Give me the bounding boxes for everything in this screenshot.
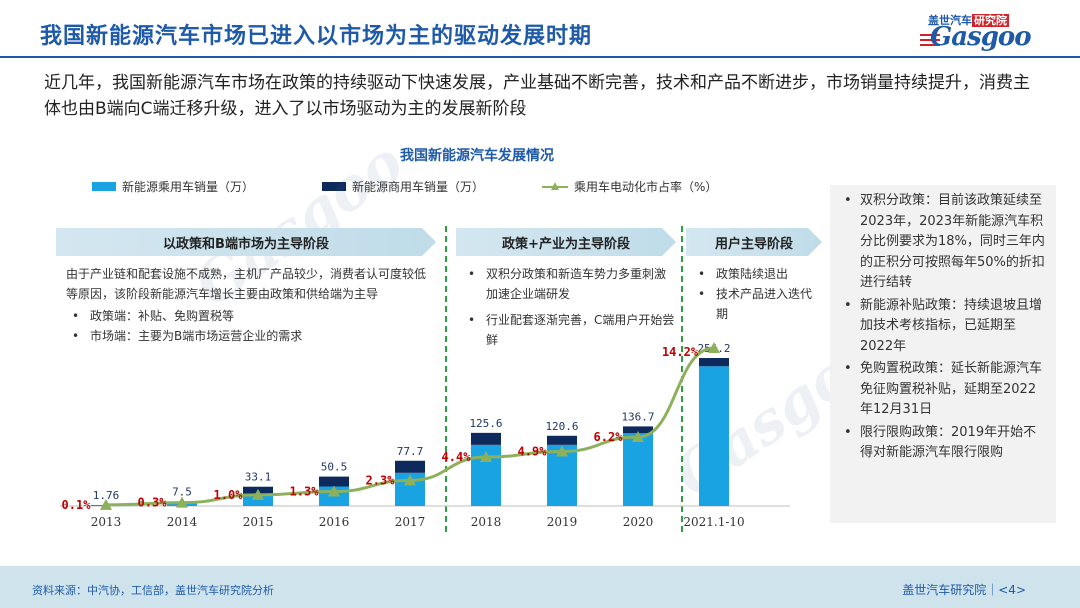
- phase-1-banner: 以政策和B端市场为主导阶段: [56, 228, 436, 256]
- share-point: [708, 342, 720, 353]
- share-point: [100, 498, 112, 510]
- footer-bar: 资料来源：中汽协，工信部，盖世汽车研究院分析 盖世汽车研究院｜<4>: [0, 566, 1080, 608]
- legend-passenger: 新能源乘用车销量（万）: [92, 178, 254, 195]
- legend-passenger-label: 新能源乘用车销量（万）: [122, 180, 255, 194]
- policy-note: 新能源补贴政策：持续退坡且增加技术考核指标，已延期至2022年: [838, 296, 1046, 358]
- x-tick-label: 2014: [167, 515, 198, 529]
- share-label: 6.2%: [594, 430, 624, 444]
- phase-2-bullet: 双积分政策和新造车势力多重刺激加速企业端研发: [462, 264, 676, 304]
- bar-commercial: [167, 501, 197, 503]
- phase-3-banner: 用户主导阶段: [686, 228, 822, 256]
- share-label: 1.3%: [290, 485, 320, 499]
- bar-passenger: [699, 366, 729, 506]
- x-tick-label: 2015: [243, 515, 274, 529]
- bar-total-label: 50.5: [321, 461, 348, 474]
- share-point: [632, 431, 644, 443]
- share-point: [252, 488, 264, 500]
- logo-speed-lines: [920, 34, 940, 49]
- legend-share: 乘用车电动化市占率（%）: [542, 178, 717, 195]
- bar-commercial: [471, 432, 501, 445]
- bar-passenger: [319, 486, 349, 506]
- x-tick-label: 2020: [623, 515, 654, 529]
- bar-total-label: 7.5: [172, 486, 192, 499]
- bar-passenger: [167, 502, 197, 506]
- bar-commercial: [395, 460, 425, 473]
- bar-passenger: [471, 444, 501, 506]
- bar-passenger: [395, 472, 425, 506]
- legend-commercial-label: 新能源商用车销量（万）: [352, 180, 485, 194]
- phase-3-bullet: 技术产品进入迭代期: [692, 284, 816, 324]
- x-tick-label: 2018: [471, 515, 502, 529]
- policy-note: 限行限购政策：2019年开始不得对新能源汽车限行限购: [838, 423, 1046, 464]
- share-point: [480, 451, 492, 463]
- x-tick-label: 2016: [319, 515, 350, 529]
- logo-sub-text: 盖世汽车: [928, 14, 972, 27]
- bar-total-label: 1.76: [93, 489, 120, 502]
- logo-subtitle: 盖世汽车 研究院: [928, 12, 1009, 28]
- phase-divider: [445, 226, 447, 532]
- phase-2-description: 双积分政策和新造车势力多重刺激加速企业端研发 行业配套逐渐完善，C端用户开始尝鲜: [462, 264, 676, 350]
- policy-note: 免购置税政策：延长新能源汽车免征购置税补贴，延期至2022年12月31日: [838, 359, 1046, 421]
- policy-note: 双积分政策：目前该政策延续至2023年，2023年新能源汽车积分比例要求为18%…: [838, 191, 1046, 294]
- share-label: 4.9%: [518, 444, 548, 458]
- bar-passenger: [243, 493, 273, 506]
- logo-wordmark: Gasgoo: [930, 22, 1032, 52]
- bar-total-label: 33.1: [245, 471, 272, 484]
- x-tick-label: 2017: [395, 515, 426, 529]
- phase-1-bullet: 市场端：主要为B端市场运营企业的需求: [66, 326, 436, 346]
- x-tick-label: 2019: [547, 515, 578, 529]
- bar-total-label: 125.6: [469, 417, 502, 430]
- share-label: 0.1%: [62, 498, 92, 512]
- phase-2-banner: 政策+产业为主导阶段: [456, 228, 676, 256]
- share-label: 0.3%: [138, 496, 168, 510]
- bar-total-label: 120.6: [545, 420, 578, 433]
- bar-commercial: [623, 426, 653, 434]
- share-point: [176, 496, 188, 508]
- logo-sub-red: 研究院: [972, 14, 1009, 27]
- legend-commercial-swatch: [322, 182, 346, 191]
- share-point: [404, 474, 416, 486]
- legend-commercial: 新能源商用车销量（万）: [322, 178, 484, 195]
- bar-total-label: 77.7: [397, 445, 424, 458]
- chart-title: 我国新能源汽车发展情况: [400, 148, 554, 164]
- footer-source: 资料来源：中汽协，工信部，盖世汽车研究院分析: [32, 584, 274, 597]
- bar-total-label: 136.7: [621, 410, 654, 423]
- bar-passenger: [623, 433, 653, 506]
- phase-3-bullet: 政策陆续退出: [692, 264, 816, 284]
- intro-paragraph: 近几年，我国新能源汽车市场在政策的持续驱动下快速发展，产业基础不断完善，技术和产…: [44, 73, 1030, 119]
- bar-commercial: [699, 358, 729, 367]
- phase-1-bullet: 政策端：补贴、免购置税等: [66, 306, 436, 326]
- bar-passenger: [91, 505, 121, 506]
- phase-3-description: 政策陆续退出 技术产品进入迭代期: [692, 264, 816, 324]
- share-label: 1.0%: [214, 488, 244, 502]
- phase-2-bullet: 行业配套逐渐完善，C端用户开始尝鲜: [462, 310, 676, 350]
- bar-commercial: [547, 435, 577, 445]
- phase-divider: [681, 226, 683, 532]
- legend-share-label: 乘用车电动化市占率（%）: [574, 180, 718, 194]
- x-tick-label: 2021.1-10: [683, 515, 744, 529]
- phase-1-paragraph: 由于产业链和配套设施不成熟，主机厂产品较少，消费者认可度较低等原因，该阶段新能源…: [66, 267, 427, 301]
- policy-notes-panel: 双积分政策：目前该政策延续至2023年，2023年新能源汽车积分比例要求为18%…: [830, 185, 1056, 523]
- bar-total-label: 254.2: [697, 342, 730, 355]
- share-label: 2.3%: [366, 473, 396, 487]
- share-line: [105, 346, 715, 507]
- bar-passenger: [547, 444, 577, 506]
- page-title: 我国新能源汽车市场已进入以市场为主的驱动发展时期: [40, 24, 593, 49]
- bar-commercial: [243, 486, 273, 494]
- footer-institute: 盖世汽车研究院｜<4>: [902, 583, 1026, 597]
- share-point: [556, 445, 568, 457]
- title-divider: [0, 56, 1080, 58]
- legend-share-swatch: [542, 181, 568, 192]
- legend-passenger-swatch: [92, 182, 116, 191]
- bar-commercial: [319, 476, 349, 487]
- share-point: [328, 485, 340, 497]
- gasgoo-logo: 盖世汽车 研究院 Gasgoo: [920, 12, 1058, 52]
- phase-1-description: 由于产业链和配套设施不成熟，主机厂产品较少，消费者认可度较低等原因，该阶段新能源…: [66, 264, 436, 346]
- x-tick-label: 2013: [91, 515, 122, 529]
